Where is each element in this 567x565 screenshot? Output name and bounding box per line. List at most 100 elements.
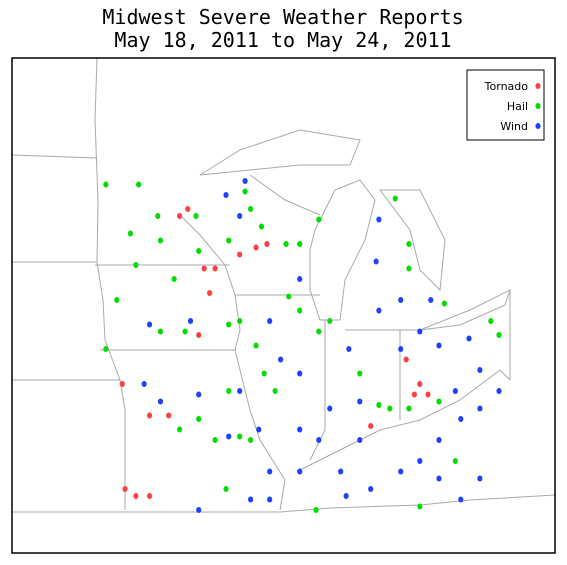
report-dot — [417, 381, 423, 387]
report-dot — [338, 468, 344, 475]
report-dot — [436, 475, 442, 482]
report-dot — [256, 426, 262, 433]
report-dot — [406, 265, 412, 272]
report-dot — [136, 181, 142, 188]
report-dot — [267, 318, 273, 324]
report-dot — [417, 503, 423, 510]
report-dot — [436, 437, 442, 443]
report-dot — [237, 433, 243, 440]
report-dot — [166, 412, 172, 419]
report-dot — [368, 486, 374, 492]
report-dot — [297, 370, 303, 377]
report-dot — [157, 398, 164, 405]
report-dot — [212, 265, 218, 272]
report-dot — [496, 388, 502, 394]
report-dot — [458, 416, 464, 422]
report-dot — [436, 398, 442, 405]
report-dot — [237, 318, 243, 324]
report-dot — [343, 493, 349, 499]
report-dot — [207, 290, 213, 296]
report-dot — [403, 356, 409, 363]
report-dot — [417, 458, 423, 464]
report-dot — [398, 346, 404, 352]
report-dot — [297, 307, 303, 314]
report-dot — [196, 507, 202, 513]
report-dot — [122, 486, 128, 492]
legend-box — [466, 69, 545, 141]
report-dot — [267, 496, 273, 503]
report-dot — [237, 213, 243, 219]
report-dot — [226, 321, 232, 328]
report-dot — [278, 356, 284, 363]
report-dot — [368, 423, 374, 429]
report-dot — [387, 405, 393, 412]
report-dot — [253, 342, 259, 349]
report-dot — [496, 332, 502, 338]
legend-swatch — [535, 123, 541, 129]
report-dot — [398, 468, 404, 475]
report-dot — [226, 237, 232, 244]
report-dot — [223, 192, 229, 198]
report-dot — [103, 181, 109, 188]
report-dot — [316, 328, 322, 335]
report-dot — [376, 216, 382, 223]
report-dot — [119, 381, 125, 387]
report-dot — [327, 405, 333, 412]
report-dot — [357, 370, 363, 377]
legend-label: Hail — [507, 100, 528, 113]
report-dot — [373, 258, 379, 265]
report-dot — [488, 318, 494, 324]
legend-swatch — [535, 83, 541, 89]
map-frame — [11, 57, 556, 554]
report-dot — [182, 328, 188, 335]
report-dot — [477, 475, 483, 482]
legend-label: Tornado — [484, 80, 529, 93]
basemap — [11, 57, 556, 513]
report-dot — [286, 293, 292, 300]
legend-swatch — [535, 103, 541, 109]
report-dot — [425, 391, 431, 398]
report-dot — [406, 241, 412, 247]
report-dot — [466, 335, 472, 342]
report-dot — [357, 437, 363, 443]
report-dot — [441, 300, 448, 307]
report-dot — [177, 213, 183, 219]
report-dot — [247, 437, 254, 443]
report-dot — [452, 388, 458, 394]
report-dot — [127, 230, 134, 237]
report-dot — [133, 493, 139, 499]
report-dot — [272, 388, 278, 394]
report-dot — [196, 332, 202, 338]
report-dot — [313, 507, 319, 513]
report-dot — [253, 244, 259, 251]
report-dot — [392, 195, 398, 202]
report-dot — [267, 468, 273, 475]
report-dot — [196, 416, 202, 422]
report-dot — [193, 213, 199, 219]
report-dot — [452, 458, 458, 464]
report-dot — [411, 391, 417, 398]
map-title: Midwest Severe Weather Reports — [102, 5, 463, 29]
report-dot — [242, 178, 248, 184]
report-dot — [477, 405, 483, 412]
report-dot — [223, 486, 229, 492]
report-dot — [212, 437, 218, 443]
report-dot — [406, 405, 412, 412]
report-dot — [297, 241, 303, 247]
report-dot — [316, 437, 322, 443]
report-dot — [177, 426, 183, 433]
report-dot — [196, 248, 202, 254]
report-dot — [226, 433, 232, 440]
report-dot — [187, 318, 194, 324]
report-dot — [171, 276, 177, 282]
report-dot — [146, 321, 153, 328]
report-dot — [146, 412, 153, 419]
report-dot — [146, 493, 153, 499]
report-dot — [297, 426, 303, 433]
report-dot — [327, 318, 333, 324]
report-dot — [261, 370, 267, 377]
report-dot — [477, 367, 483, 373]
report-dot — [237, 251, 243, 258]
legend-label: Wind — [500, 120, 528, 133]
